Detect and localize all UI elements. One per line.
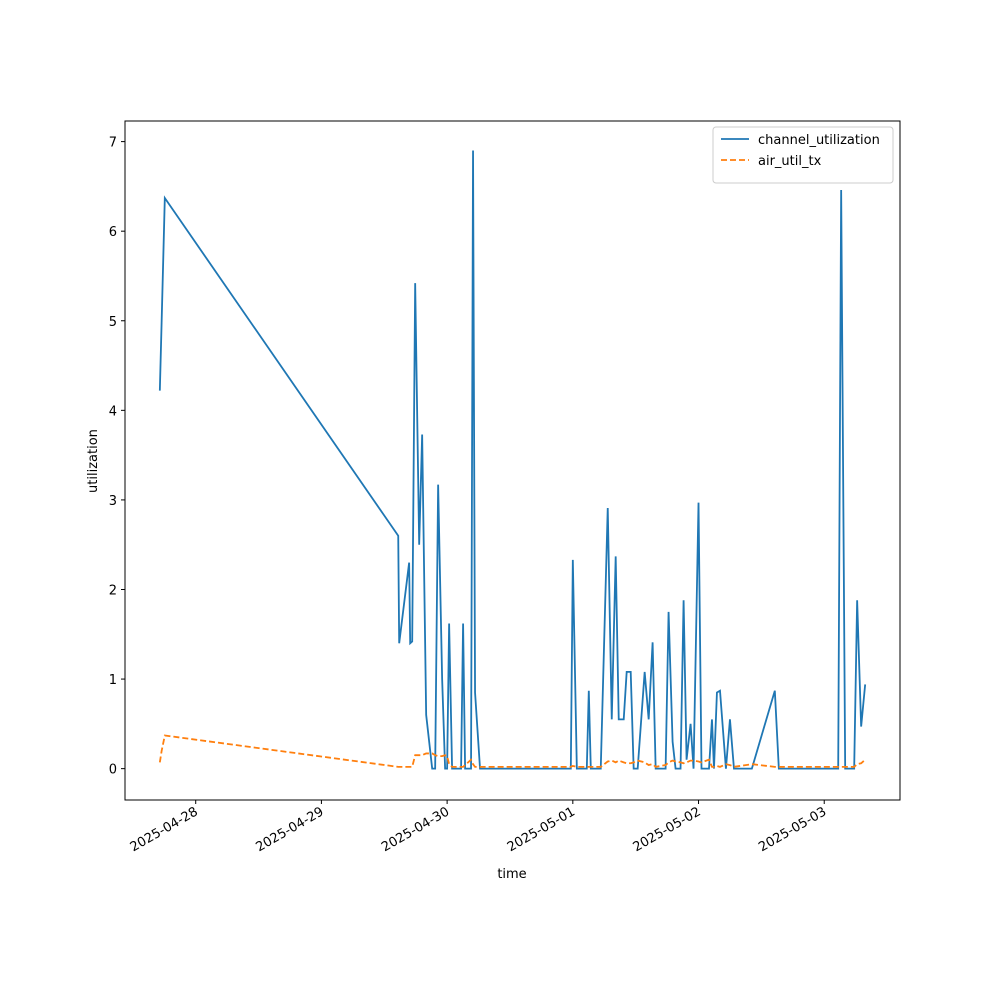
x-tick-label: 2025-05-03 (756, 804, 829, 855)
y-tick-label: 1 (109, 673, 117, 688)
x-tick-label: 2025-04-30 (379, 804, 452, 855)
y-tick-label: 5 (109, 315, 117, 330)
legend-label: air_util_tx (758, 154, 822, 169)
series-line (158, 734, 866, 768)
y-axis-label: utilization (86, 429, 101, 493)
x-tick-label: 2025-04-28 (128, 804, 201, 855)
series-line (158, 150, 867, 770)
y-tick-label: 4 (109, 404, 117, 419)
x-tick-label: 2025-05-01 (505, 804, 578, 855)
legend-label: channel_utilization (758, 133, 880, 148)
legend-box (712, 126, 894, 184)
y-tick-label: 3 (109, 494, 117, 509)
y-tick-label: 6 (109, 225, 117, 240)
y-tick-label: 2 (109, 583, 117, 598)
y-tick-label: 7 (109, 136, 117, 151)
x-tick-label: 2025-05-02 (631, 804, 704, 855)
plot-frame (124, 120, 901, 801)
x-tick-label: 2025-04-29 (253, 804, 326, 855)
y-tick-label: 0 (109, 763, 117, 778)
x-axis-label: time (497, 867, 526, 882)
